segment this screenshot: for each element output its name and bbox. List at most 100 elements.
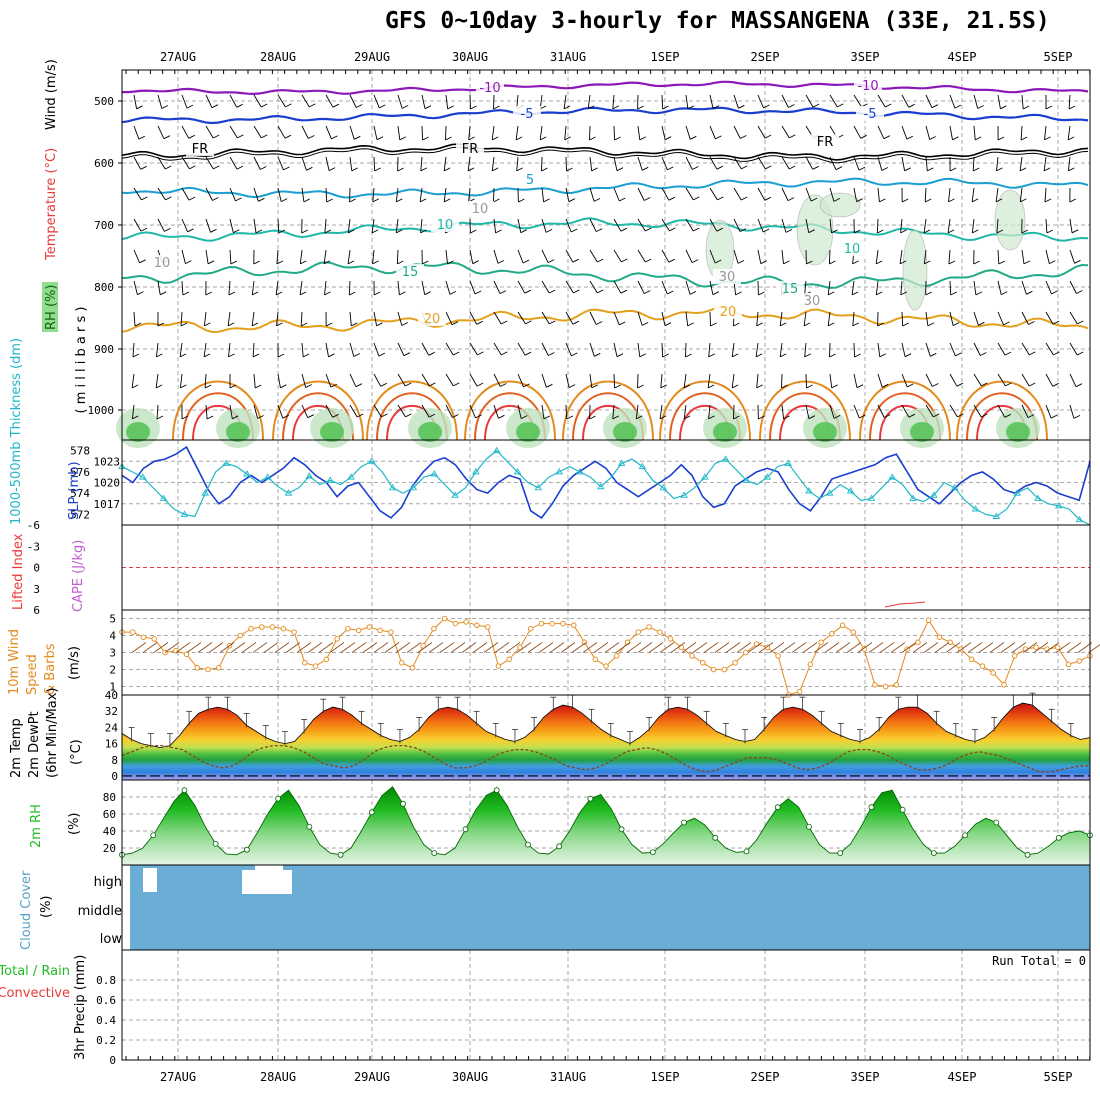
wind-barb: [277, 404, 284, 419]
wind-barb-flag: [591, 384, 599, 389]
wind-barb: [637, 249, 646, 263]
wind-barb-flag: [595, 228, 603, 233]
thickness-point: [763, 473, 772, 480]
wind-barb-flag: [275, 291, 283, 296]
wind-barb-flag: [806, 260, 813, 265]
wind-barb-flag: [904, 167, 911, 172]
wind-barb: [877, 94, 886, 108]
wind-barb-flag: [683, 415, 691, 420]
wind-barb-flag: [230, 260, 238, 265]
wind-barb-flag: [783, 415, 790, 420]
rh-point: [181, 787, 188, 794]
wind-barb-flag: [683, 384, 691, 389]
thickness-point: [409, 483, 418, 491]
panel-frame-precip: [121, 949, 1091, 1061]
wind-barb: [229, 249, 232, 265]
wind-barb-flag: [500, 383, 507, 387]
wind-barb: [301, 404, 309, 418]
wind-barb: [301, 125, 309, 139]
wind-barb-flag: [323, 260, 331, 265]
thickness-point: [992, 512, 1001, 519]
ylabel-rh2m: 2m RH: [29, 804, 44, 848]
wind-barb: [613, 156, 618, 171]
ylabel-wind10: & Barbs: [43, 643, 58, 695]
wind-barb: [996, 156, 999, 171]
slp-tick: 1020: [94, 477, 121, 490]
wind-barb: [613, 125, 616, 141]
thickness-point: [430, 470, 439, 477]
surface-wind-barb: [945, 642, 961, 653]
wind-barb: [685, 280, 691, 295]
wind-barb: [1045, 404, 1052, 419]
wind-barb: [901, 125, 908, 140]
wind-barb: [925, 94, 933, 108]
date-label-top: 29AUG: [354, 50, 390, 64]
wind-barb-flag: [972, 167, 980, 172]
thickness-point: [555, 468, 563, 475]
surface-wind-barb: [967, 642, 983, 653]
wind-speed-point: [1033, 644, 1039, 651]
wind-barb-flag: [899, 260, 907, 265]
wind-barb-flag: [755, 353, 763, 358]
wind-barb: [227, 311, 231, 326]
wind-barb: [949, 125, 953, 140]
surface-wind-barb: [1088, 644, 1100, 653]
wind-barb: [301, 156, 307, 171]
wind-barb-flag: [831, 384, 838, 389]
wind-tick: 4: [109, 630, 116, 643]
date-label-top: 1SEP: [651, 50, 680, 64]
wind-barb-flag: [474, 290, 482, 295]
contour-label: FR: [462, 142, 479, 157]
wind-barb-flag: [645, 227, 652, 232]
pressure-tick: 600: [94, 157, 114, 170]
wind-barb-flag: [1068, 105, 1076, 110]
wind-barb-flag: [188, 134, 195, 139]
wind-barb-flag: [301, 229, 308, 234]
contour-label: -5: [864, 107, 877, 122]
wind-speed-point: [377, 627, 383, 634]
contour-label: 30: [719, 270, 736, 285]
wind-barb: [661, 94, 664, 110]
wind-barb: [877, 373, 883, 388]
date-label-bottom: 28AUG: [260, 1070, 296, 1084]
wind-speed-point: [818, 639, 824, 646]
wind-barb: [637, 218, 646, 232]
surface-wind-barb: [483, 642, 499, 653]
wind-barb-flag: [332, 103, 340, 108]
wind-barb: [685, 249, 693, 263]
wind-barb: [589, 311, 597, 325]
wind-barb-flag: [235, 197, 242, 202]
wind-barb-flag: [997, 136, 1005, 141]
wind-barb: [1069, 218, 1073, 233]
wind-barb: [757, 187, 766, 201]
wind-barb-flag: [447, 260, 454, 265]
wind-barb-flag: [495, 229, 502, 234]
surface-wind-barb: [406, 642, 422, 653]
wind-speed-point: [216, 665, 222, 671]
surface-wind-barb: [263, 642, 279, 653]
wind-barb-flag: [803, 322, 811, 327]
wind-barb-flag: [957, 413, 964, 418]
wind-barb: [541, 373, 547, 388]
wind-barb: [133, 218, 142, 232]
wind-barb-flag: [1004, 351, 1012, 356]
wind-barb: [805, 218, 810, 233]
wind-barb-flag: [564, 136, 571, 141]
surface-wind-barb: [1066, 642, 1082, 653]
wind-barb: [516, 156, 519, 171]
ylabel-millibars: ( m i l l i b a r s ): [74, 307, 89, 414]
wind-barb-flag: [545, 228, 553, 233]
surface-wind-barb: [868, 642, 884, 653]
wind-barb-flag: [165, 196, 172, 201]
wind-barb-flag: [213, 165, 220, 170]
wind-barb-flag: [283, 166, 290, 171]
contour-label: 30: [804, 294, 821, 309]
wind-barb: [901, 311, 904, 327]
wind-barb: [325, 187, 328, 203]
slp-tick: 1017: [94, 498, 121, 511]
wind-barb: [853, 404, 860, 419]
wind-barb: [829, 218, 832, 233]
ylabel-lifted-index: Lifted Index: [11, 533, 26, 610]
contour-label: 20: [424, 312, 441, 327]
thickness-point: [950, 483, 959, 491]
